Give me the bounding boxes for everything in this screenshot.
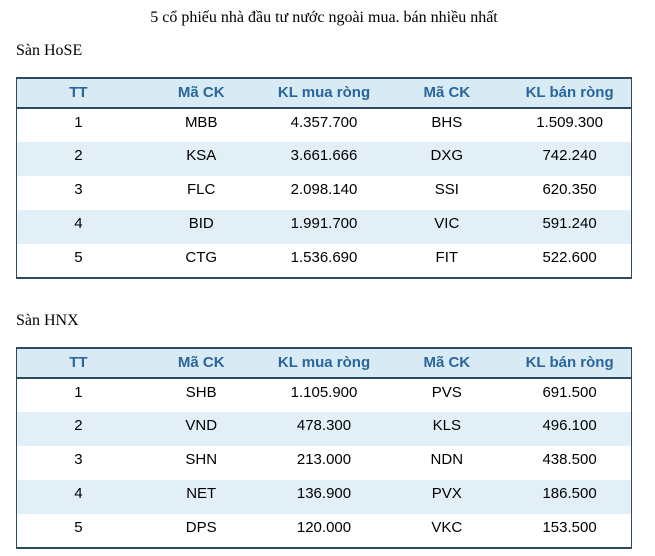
column-header-kl-mua-rong: KL mua ròng bbox=[262, 78, 386, 109]
table-cell: 4 bbox=[16, 210, 140, 244]
section-label-hose: Sàn HoSE bbox=[16, 42, 83, 59]
table-cell: 1.509.300 bbox=[508, 108, 632, 142]
table-cell: 5 bbox=[16, 244, 140, 278]
table-cell: SSI bbox=[385, 176, 509, 210]
table-header-row: TT Mã CK KL mua ròng Mã CK KL bán ròng bbox=[16, 348, 632, 379]
table-row: 5 CTG 1.536.690 FIT 522.600 bbox=[16, 244, 632, 278]
table-cell: 522.600 bbox=[508, 244, 632, 278]
table-cell: FIT bbox=[385, 244, 509, 278]
column-header-tt: TT bbox=[16, 348, 140, 379]
table-cell: 1.536.690 bbox=[262, 244, 386, 278]
column-header-ma-ck-ban: Mã CK bbox=[385, 348, 509, 379]
table-row: 5 DPS 120.000 VKC 153.500 bbox=[16, 514, 632, 548]
page-title: 5 cổ phiếu nhà đầu tư nước ngoài mua. bá… bbox=[150, 9, 498, 26]
table-cell: 2 bbox=[16, 142, 140, 176]
table-cell: NDN bbox=[385, 446, 509, 480]
table-cell: CTG bbox=[139, 244, 263, 278]
table-row: 3 FLC 2.098.140 SSI 620.350 bbox=[16, 176, 632, 210]
table-cell: 478.300 bbox=[262, 412, 386, 446]
table-body: 1 MBB 4.357.700 BHS 1.509.300 2 KSA 3.661.666 DX… bbox=[16, 108, 632, 278]
table-cell: 5 bbox=[16, 514, 140, 548]
table-cell: PVX bbox=[385, 480, 509, 514]
column-header-ma-ck-mua: Mã CK bbox=[139, 348, 263, 379]
table-header-row: TT Mã CK KL mua ròng Mã CK KL bán ròng bbox=[16, 78, 632, 109]
table-cell: 3.661.666 bbox=[262, 142, 386, 176]
table-cell: BID bbox=[139, 210, 263, 244]
table-cell: NET bbox=[139, 480, 263, 514]
table-cell: 496.100 bbox=[508, 412, 632, 446]
table-row: 1 MBB 4.357.700 BHS 1.509.300 bbox=[16, 108, 632, 142]
table-cell: 120.000 bbox=[262, 514, 386, 548]
table-cell: 4 bbox=[16, 480, 140, 514]
table-cell: SHN bbox=[139, 446, 263, 480]
column-header-kl-ban-rong: KL bán ròng bbox=[508, 348, 632, 379]
table-cell: 3 bbox=[16, 446, 140, 480]
table-cell: 742.240 bbox=[508, 142, 632, 176]
table-cell: 2.098.140 bbox=[262, 176, 386, 210]
table-row: 3 SHN 213.000 NDN 438.500 bbox=[16, 446, 632, 480]
stock-table-hnx: TT Mã CK KL mua ròng Mã CK KL bán ròng 1… bbox=[16, 347, 632, 549]
table-cell: VIC bbox=[385, 210, 509, 244]
stock-table-hose: TT Mã CK KL mua ròng Mã CK KL bán ròng 1… bbox=[16, 77, 632, 279]
table-cell: VND bbox=[139, 412, 263, 446]
section-label-hnx: Sàn HNX bbox=[16, 312, 79, 329]
table-cell: 1.991.700 bbox=[262, 210, 386, 244]
table-cell: 213.000 bbox=[262, 446, 386, 480]
table-cell: 1 bbox=[16, 108, 140, 142]
table-cell: BHS bbox=[385, 108, 509, 142]
column-header-tt: TT bbox=[16, 78, 140, 109]
table-cell: 136.900 bbox=[262, 480, 386, 514]
table-cell: 153.500 bbox=[508, 514, 632, 548]
table-row: 4 NET 136.900 PVX 186.500 bbox=[16, 480, 632, 514]
table-cell: SHB bbox=[139, 378, 263, 412]
table-cell: 1.105.900 bbox=[262, 378, 386, 412]
table-cell: 2 bbox=[16, 412, 140, 446]
table-cell: 186.500 bbox=[508, 480, 632, 514]
table-header: TT Mã CK KL mua ròng Mã CK KL bán ròng bbox=[16, 348, 632, 379]
table-header: TT Mã CK KL mua ròng Mã CK KL bán ròng bbox=[16, 78, 632, 109]
table-row: 1 SHB 1.105.900 PVS 691.500 bbox=[16, 378, 632, 412]
table-row: 2 VND 478.300 KLS 496.100 bbox=[16, 412, 632, 446]
column-header-ma-ck-mua: Mã CK bbox=[139, 78, 263, 109]
table-cell: 4.357.700 bbox=[262, 108, 386, 142]
table-cell: KLS bbox=[385, 412, 509, 446]
table-cell: 438.500 bbox=[508, 446, 632, 480]
column-header-kl-mua-rong: KL mua ròng bbox=[262, 348, 386, 379]
table-cell: DXG bbox=[385, 142, 509, 176]
table-cell: 591.240 bbox=[508, 210, 632, 244]
table-cell: FLC bbox=[139, 176, 263, 210]
table-cell: 691.500 bbox=[508, 378, 632, 412]
column-header-ma-ck-ban: Mã CK bbox=[385, 78, 509, 109]
table-cell: VKC bbox=[385, 514, 509, 548]
table-cell: 620.350 bbox=[508, 176, 632, 210]
table-row: 2 KSA 3.661.666 DXG 742.240 bbox=[16, 142, 632, 176]
table-cell: PVS bbox=[385, 378, 509, 412]
table-cell: DPS bbox=[139, 514, 263, 548]
table-cell: 3 bbox=[16, 176, 140, 210]
table-cell: KSA bbox=[139, 142, 263, 176]
table-cell: 1 bbox=[16, 378, 140, 412]
table-body: 1 SHB 1.105.900 PVS 691.500 2 VND 478.300 KLS 496… bbox=[16, 378, 632, 548]
table-row: 4 BID 1.991.700 VIC 591.240 bbox=[16, 210, 632, 244]
table-cell: MBB bbox=[139, 108, 263, 142]
column-header-kl-ban-rong: KL bán ròng bbox=[508, 78, 632, 109]
